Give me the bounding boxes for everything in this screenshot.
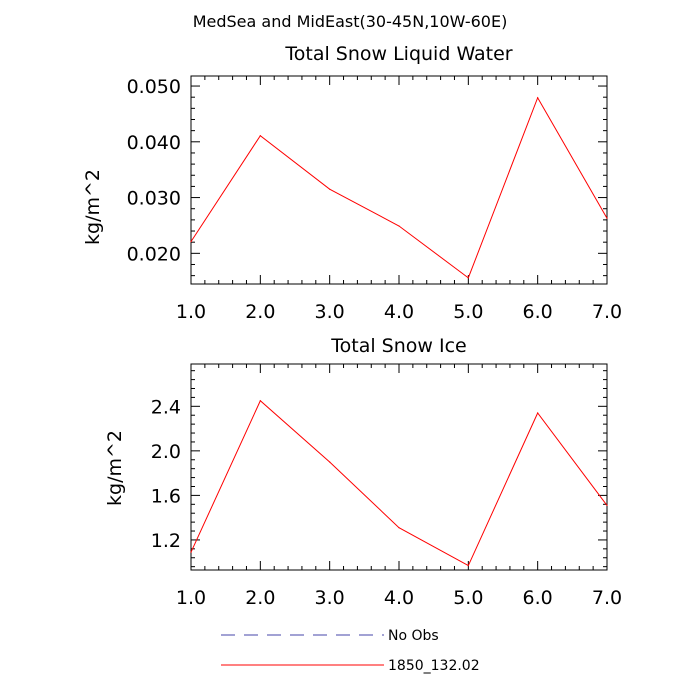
y-tick-label: 2.4: [151, 396, 181, 418]
data-point: [537, 412, 539, 414]
data-point: [190, 551, 192, 553]
data-point: [329, 461, 331, 463]
data-point: [259, 400, 261, 402]
series-line: [190, 399, 608, 567]
y-tick-label: 1.6: [151, 485, 181, 507]
y-tick-label: 2.0: [151, 441, 181, 463]
chart-title: Total Snow Ice: [330, 335, 466, 357]
panel-total-snow-liquid-water: Total Snow Liquid Water kg/m^2 1.0 2.0 3.0…: [82, 43, 622, 323]
x-tick-label: 1.0: [176, 587, 206, 609]
x-tick-label: 7.0: [592, 301, 622, 323]
axis-ticks: [190, 76, 608, 284]
y-axis-label: kg/m^2: [104, 430, 126, 506]
data-point: [259, 135, 261, 137]
x-tick-label: 2.0: [245, 301, 275, 323]
x-tick-label: 4.0: [384, 587, 414, 609]
data-point: [467, 564, 469, 567]
data-point: [467, 277, 469, 279]
x-tick-label: 3.0: [315, 587, 345, 609]
data-point: [606, 217, 608, 219]
data-point: [398, 225, 400, 227]
y-axis-label: kg/m^2: [82, 169, 104, 245]
x-tick-label: 5.0: [453, 587, 483, 609]
data-marks: [190, 96, 608, 279]
plot-frame: [190, 75, 608, 285]
y-tick-label: 1.2: [151, 530, 181, 552]
legend-label-no-obs: No Obs: [388, 628, 439, 644]
data-point: [606, 504, 608, 507]
plot-frame: [190, 363, 608, 571]
y-tick-label: 0.050: [127, 76, 181, 98]
x-tick-label: 2.0: [245, 587, 275, 609]
panel-total-snow-ice: Total Snow Ice kg/m^2 1.0 2.0 3.0 4.0 5.0 6.0…: [104, 335, 622, 609]
x-tick-label: 7.0: [592, 587, 622, 609]
x-tick-label: 6.0: [523, 301, 553, 323]
figure-suptitle: MedSea and MidEast(30-45N,10W-60E): [193, 12, 508, 31]
data-point: [190, 241, 192, 243]
y-tick-label: 0.020: [127, 243, 181, 265]
x-tick-label: 4.0: [384, 301, 414, 323]
data-point: [537, 97, 539, 99]
data-point: [398, 527, 400, 529]
x-tick-label: 1.0: [176, 301, 206, 323]
tick-labels: 1.0 2.0 3.0 4.0 5.0 6.0 7.0 1.2 1.6 2.0 2.4: [151, 396, 622, 609]
data-point: [329, 188, 331, 190]
legend: No Obs 1850_132.02: [221, 628, 480, 674]
x-tick-label: 6.0: [523, 587, 553, 609]
y-tick-label: 0.030: [127, 188, 181, 210]
data-marks: [190, 399, 608, 567]
tick-labels: 1.0 2.0 3.0 4.0 5.0 6.0 7.0 0.020 0.030 0.040 0.05…: [127, 76, 623, 323]
chart-title: Total Snow Liquid Water: [284, 43, 512, 65]
y-tick-label: 0.040: [127, 132, 181, 154]
axis-ticks: [190, 364, 608, 570]
series-line: [190, 96, 608, 279]
x-tick-label: 3.0: [315, 301, 345, 323]
legend-label-1850: 1850_132.02: [388, 658, 480, 674]
x-tick-label: 5.0: [453, 301, 483, 323]
